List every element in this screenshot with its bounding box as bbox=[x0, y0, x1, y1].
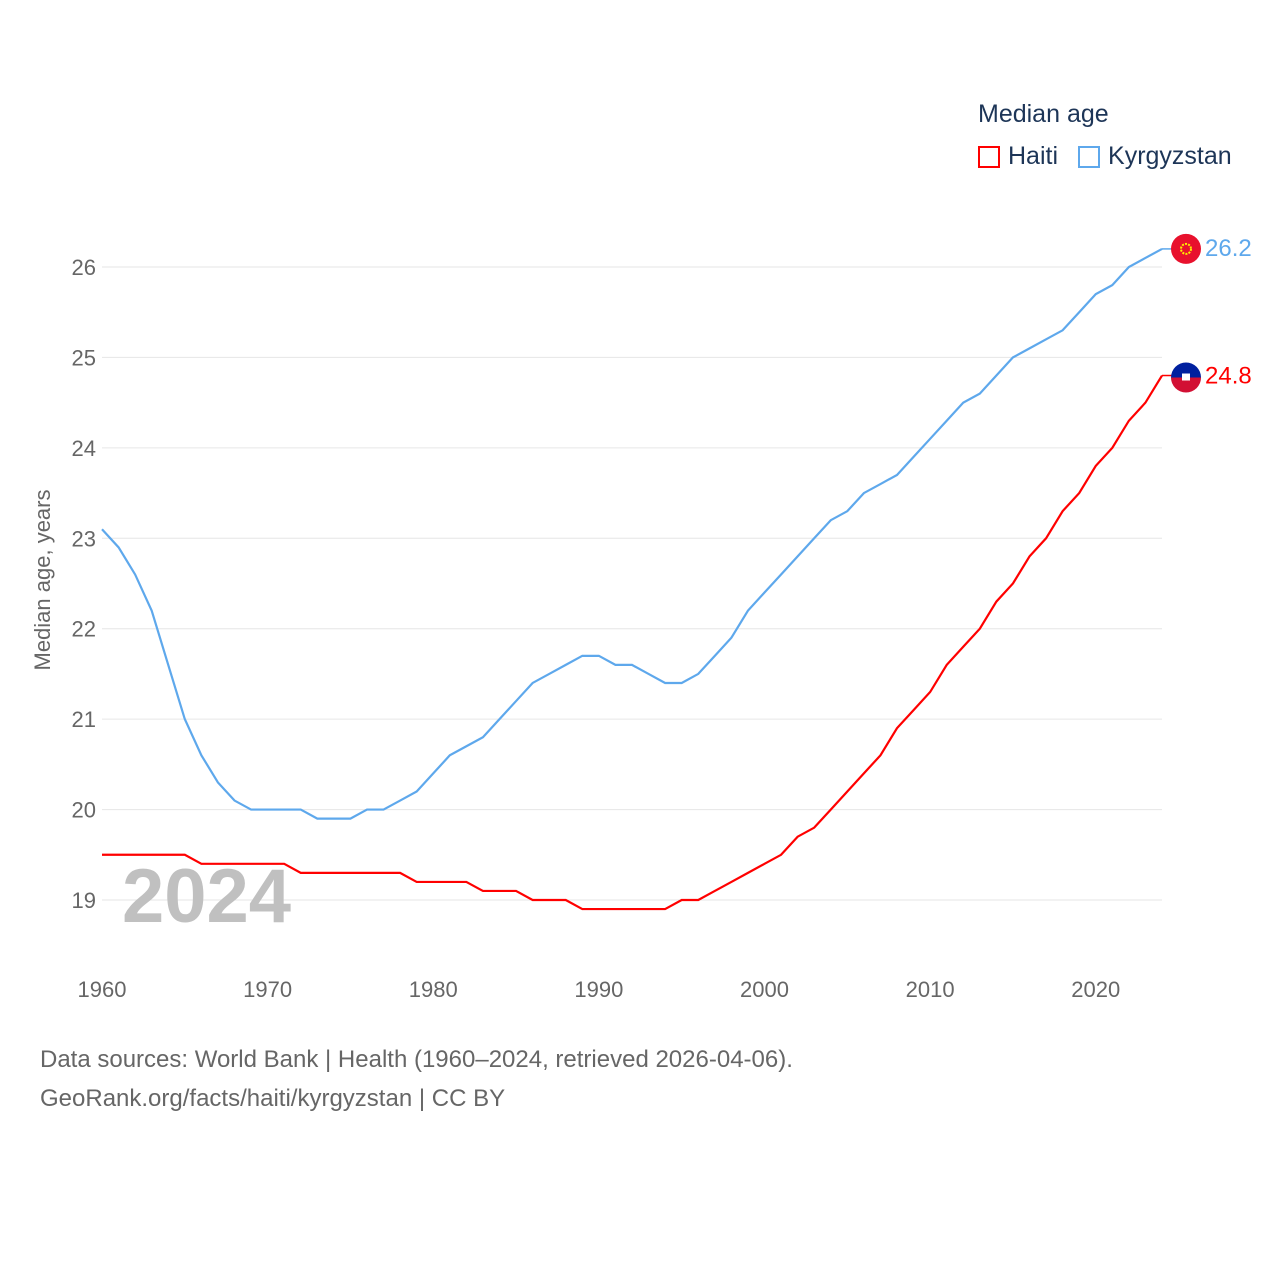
y-tick-label: 22 bbox=[72, 617, 96, 642]
year-watermark: 2024 bbox=[122, 854, 291, 939]
x-tick-label: 2010 bbox=[906, 977, 955, 1002]
series-line-kyrgyzstan bbox=[101, 247, 1163, 820]
series-line-haiti bbox=[102, 374, 1163, 911]
haiti-flag-icon bbox=[1171, 362, 1201, 378]
kyrgyzstan-flag-icon bbox=[1171, 233, 1201, 264]
y-tick-label: 23 bbox=[72, 526, 96, 551]
y-tick-label: 20 bbox=[72, 798, 96, 823]
x-tick-label: 1960 bbox=[78, 977, 127, 1002]
x-tick-label: 1980 bbox=[409, 977, 458, 1002]
y-tick-label: 21 bbox=[72, 707, 96, 732]
end-value-label-kyrgyzstan: 26.2 bbox=[1205, 235, 1252, 262]
legend: Haiti Kyrgyzstan bbox=[978, 142, 1232, 171]
kyrgyzstan-sun-icon bbox=[1180, 242, 1192, 255]
attribution-link[interactable]: GeoRank.org/facts/haiti/kyrgyzstan | CC … bbox=[40, 1085, 506, 1112]
legend-label-kyrgyzstan[interactable]: Kyrgyzstan bbox=[1108, 142, 1232, 170]
y-axis-label: Median age, years bbox=[30, 490, 55, 671]
x-tick-label: 2020 bbox=[1071, 977, 1120, 1002]
data-source: Data sources: World Bank | Health (1960–… bbox=[40, 1046, 793, 1073]
y-tick-label: 19 bbox=[72, 888, 96, 913]
y-tick-label: 26 bbox=[72, 255, 96, 280]
haiti-flag-icon bbox=[1171, 377, 1201, 393]
x-tick-label: 1970 bbox=[243, 977, 292, 1002]
end-value-label-haiti: 24.8 bbox=[1205, 363, 1252, 390]
y-tick-label: 24 bbox=[72, 436, 96, 461]
x-tick-label: 2000 bbox=[740, 977, 789, 1002]
x-tick-label: 1990 bbox=[574, 977, 623, 1002]
legend-label-haiti[interactable]: Haiti bbox=[1008, 142, 1059, 170]
legend-title: Median age bbox=[978, 100, 1109, 128]
y-tick-label: 25 bbox=[72, 345, 96, 370]
legend-swatch-kyrgyzstan bbox=[1078, 145, 1101, 168]
haiti-coat-of-arms-icon bbox=[1182, 373, 1190, 381]
legend-swatch-haiti bbox=[978, 145, 1000, 168]
